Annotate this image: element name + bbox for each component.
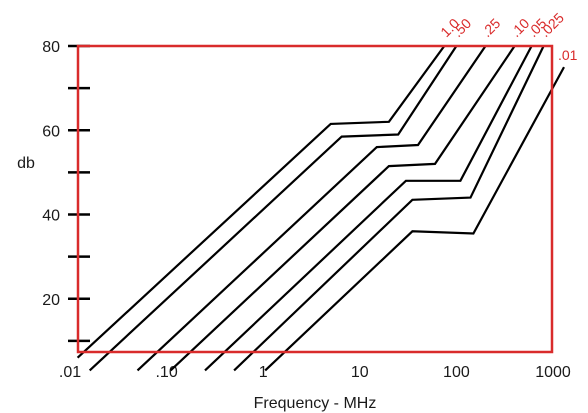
x-tick-label: 1 — [259, 364, 268, 381]
x-tick-label: .01 — [59, 364, 81, 381]
plot-frame — [76, 44, 554, 354]
x-tick-labels: .01.10 1 10 100 1000 — [59, 364, 571, 381]
y-axis-title: db — [17, 155, 35, 172]
series-line — [204, 45, 533, 372]
series-line — [264, 66, 565, 372]
series-label: .025 — [536, 9, 567, 40]
y-tick-label: 40 — [42, 208, 60, 225]
x-tick-label: 10 — [351, 364, 369, 381]
series-line — [88, 45, 458, 372]
series-label: .25 — [478, 15, 503, 40]
y-tick-labels: 20 40 60 80 — [42, 39, 60, 309]
x-tick-label: 100 — [443, 364, 470, 381]
x-tick-label: 1000 — [535, 364, 571, 381]
y-tick-label: 20 — [42, 292, 60, 309]
series-line — [136, 45, 487, 372]
y-tick-label: 80 — [42, 39, 60, 56]
x-axis-title: Frequency - MHz — [254, 395, 377, 412]
y-tick-label: 60 — [42, 123, 60, 140]
series-line — [76, 45, 446, 359]
series-label: .01 — [558, 47, 578, 63]
series-line — [233, 45, 545, 372]
series-line — [169, 45, 516, 372]
series-lines — [76, 45, 565, 372]
